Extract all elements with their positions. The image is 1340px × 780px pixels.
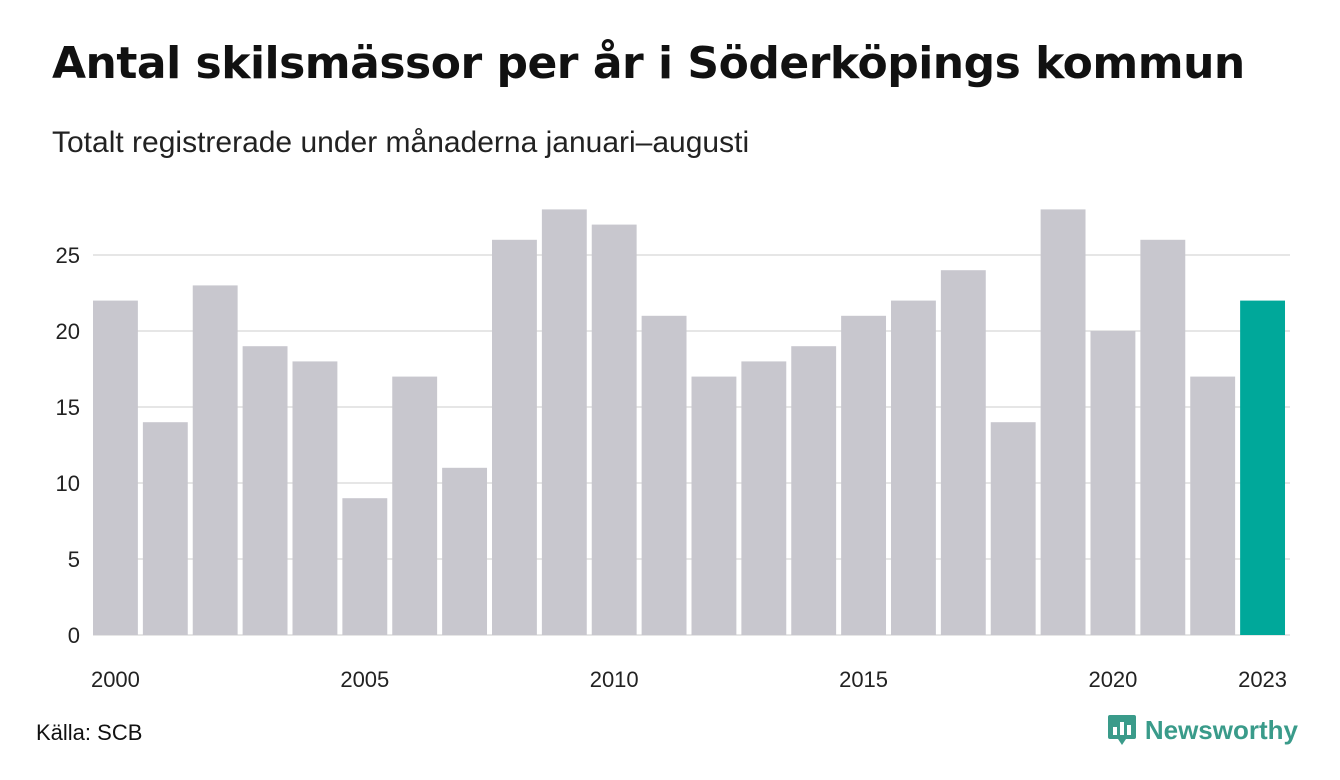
bar-2003: [242, 346, 288, 635]
bar-2000: [93, 300, 138, 635]
x-tick-label: 2020: [1088, 667, 1137, 692]
x-axis: 2000 2005 2010 2015 2020 2023: [91, 667, 1287, 692]
source-note: Källa: SCB: [36, 720, 143, 745]
x-tick-label: 2000: [91, 667, 140, 692]
bar-2018: [990, 422, 1036, 635]
bar-2004: [292, 361, 338, 635]
bar-2021: [1140, 239, 1186, 636]
bar-2020: [1090, 331, 1136, 635]
bar-2010: [591, 224, 637, 635]
chart-title: Antal skilsmässor per år i Söderköpings …: [52, 38, 1245, 89]
x-tick-label: 2010: [590, 667, 639, 692]
y-tick-label: 5: [68, 547, 80, 572]
bar-2009: [541, 209, 587, 635]
bar-2019: [1040, 209, 1086, 635]
x-tick-label: 2023: [1238, 667, 1287, 692]
bars: [93, 209, 1286, 636]
bar-2008: [492, 239, 537, 636]
chart-subtitle: Totalt registrerade under månaderna janu…: [52, 126, 750, 159]
bar-2015: [841, 315, 887, 635]
y-tick-label: 25: [56, 243, 80, 268]
bar-2006: [392, 376, 438, 635]
bar-2001: [142, 422, 188, 635]
bar-2005: [342, 498, 388, 635]
bar-2013: [741, 361, 787, 635]
bar-2014: [791, 346, 837, 635]
x-tick-label: 2015: [839, 667, 888, 692]
bar-2023: [1240, 300, 1286, 635]
bar-2022: [1190, 376, 1236, 635]
newsworthy-logo-icon: [1107, 715, 1136, 745]
bar-2007: [442, 467, 488, 635]
bar-2017: [940, 270, 986, 635]
bar-2016: [891, 300, 936, 635]
newsworthy-logo-text: Newsworthy: [1144, 714, 1298, 745]
bar-2012: [691, 376, 737, 635]
newsworthy-logo: Newsworthy: [1107, 714, 1298, 746]
y-tick-label: 15: [56, 395, 80, 420]
bar-2002: [192, 285, 238, 635]
y-axis: 0 5 10 15 20 25: [56, 243, 80, 648]
bar-2011: [641, 315, 687, 635]
y-tick-label: 0: [68, 623, 80, 648]
y-tick-label: 20: [56, 319, 80, 344]
x-tick-label: 2005: [340, 667, 389, 692]
y-tick-label: 10: [56, 471, 80, 496]
